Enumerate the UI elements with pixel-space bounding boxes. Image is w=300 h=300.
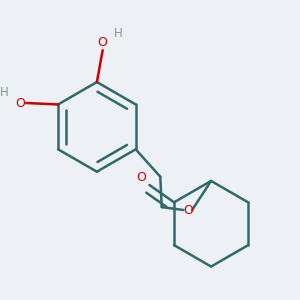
Text: H: H <box>114 27 123 40</box>
Text: O: O <box>183 203 193 217</box>
Text: H: H <box>0 85 8 98</box>
Text: O: O <box>98 36 108 49</box>
Text: O: O <box>136 170 146 184</box>
Text: O: O <box>15 97 25 110</box>
